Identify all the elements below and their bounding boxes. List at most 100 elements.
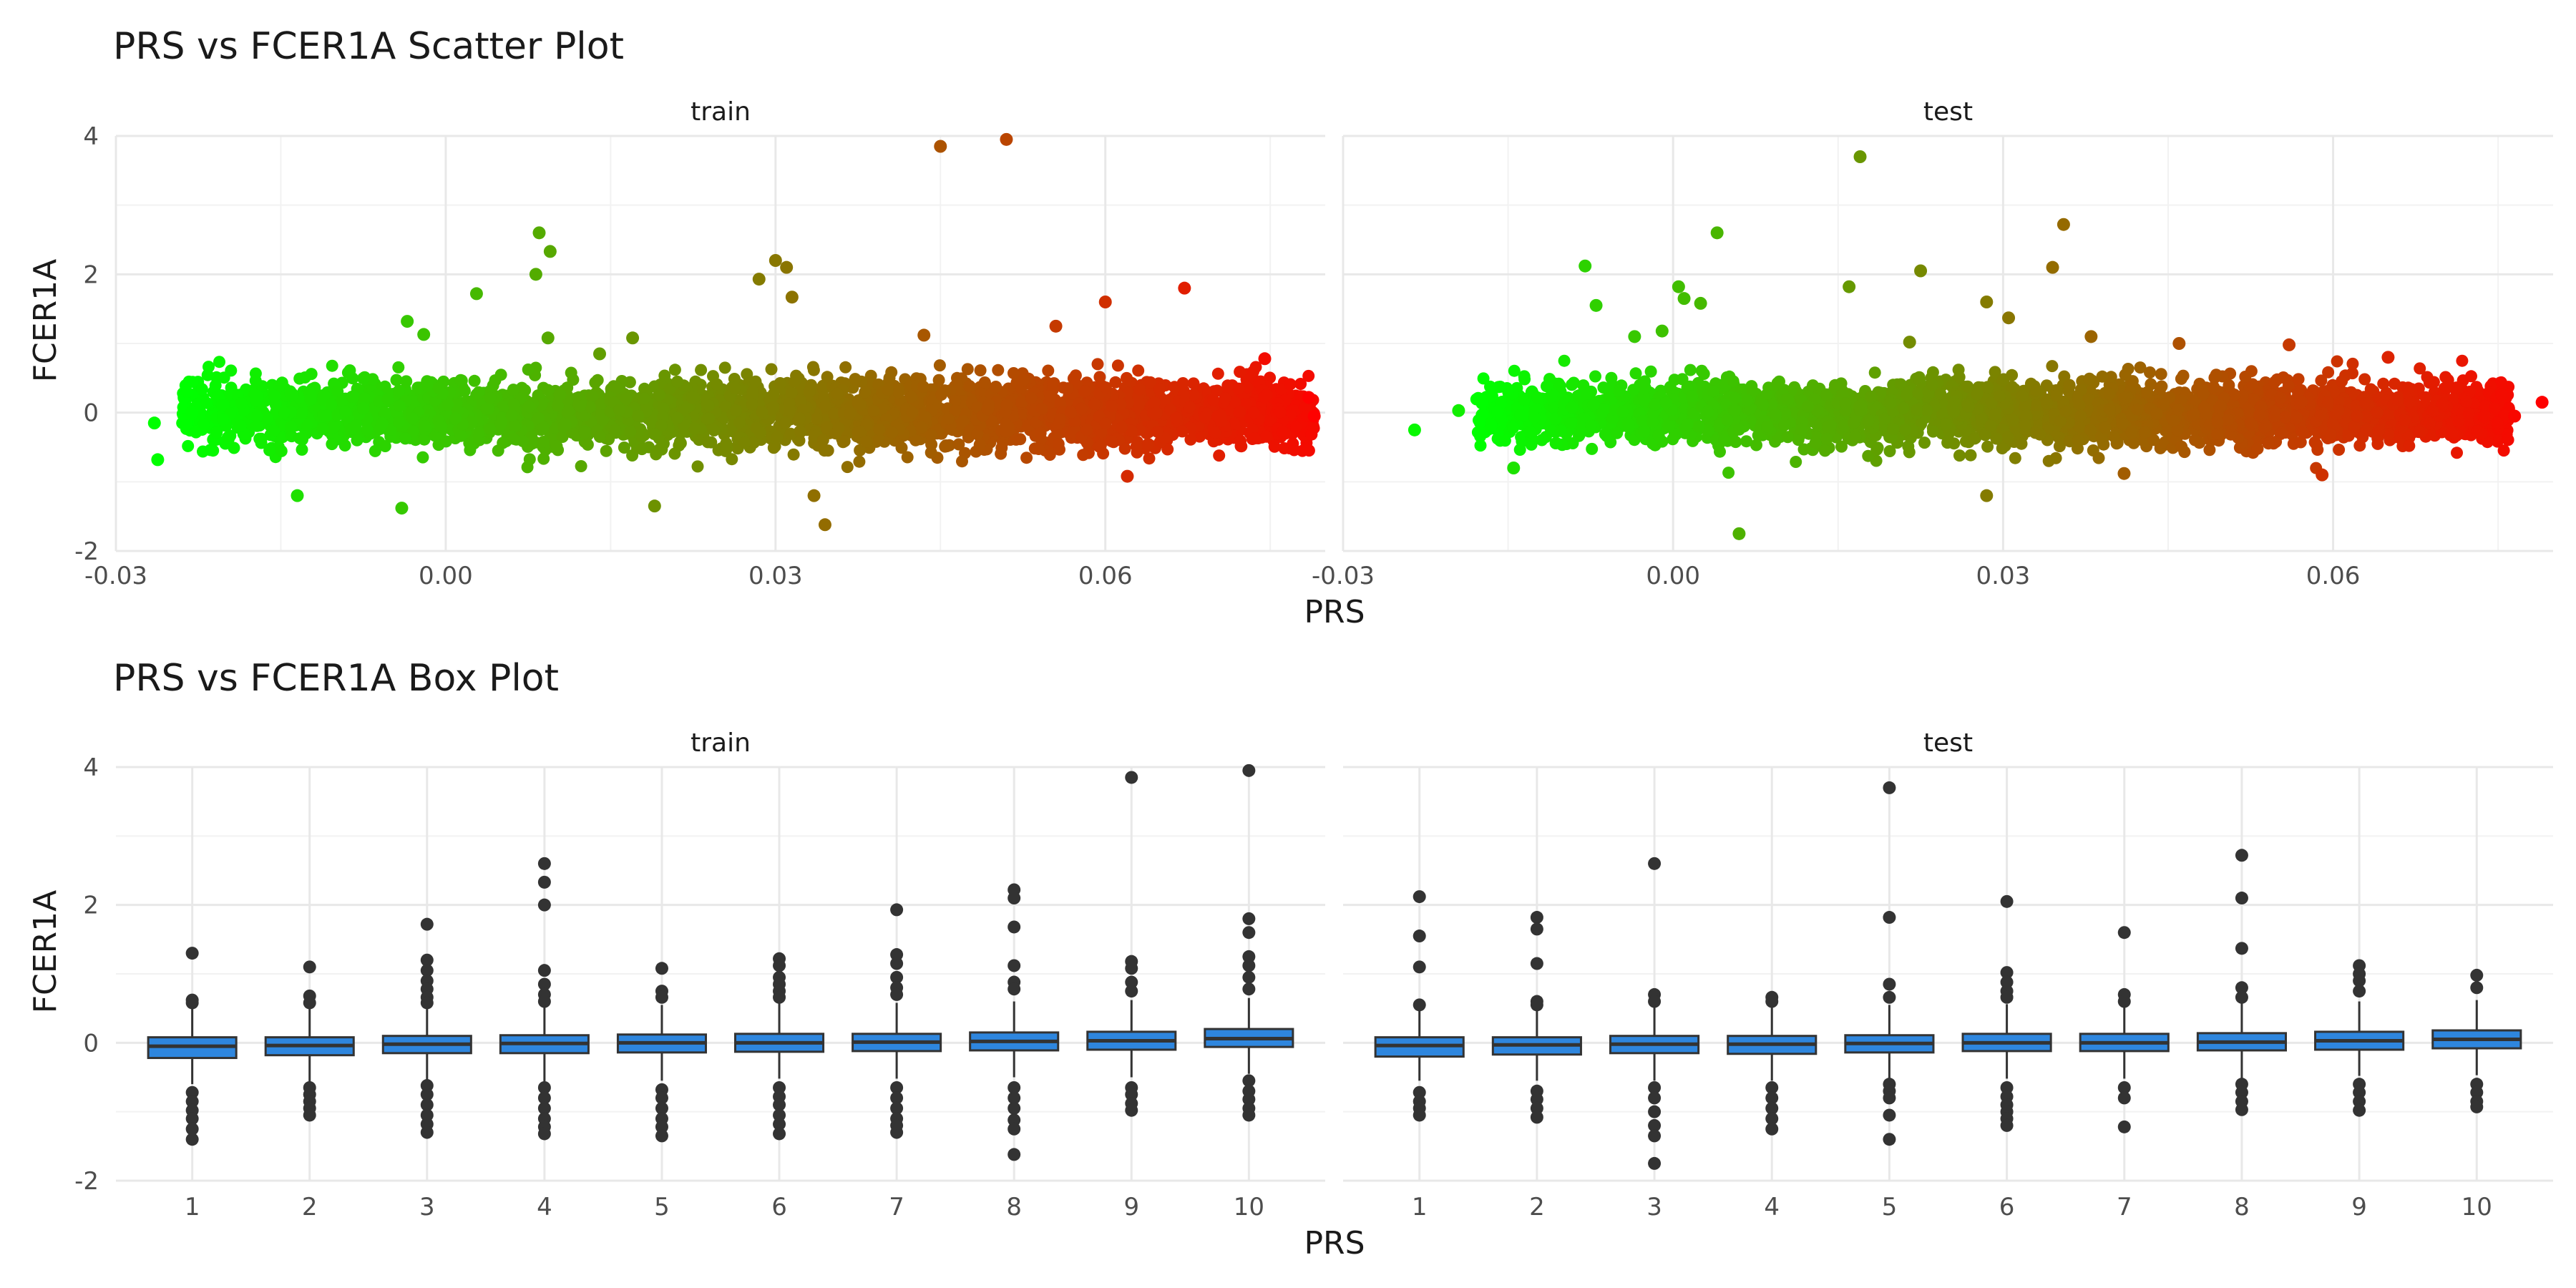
scatter-point — [611, 381, 624, 394]
scatter-point — [304, 393, 317, 406]
scatter-point — [995, 441, 1008, 454]
scatter-point — [956, 455, 968, 468]
scatter-point — [793, 412, 806, 425]
scatter-point — [263, 444, 276, 457]
scatter-point — [1170, 411, 1183, 424]
scatter-point — [406, 412, 419, 425]
scatter-point — [650, 448, 663, 461]
scatter-point — [915, 421, 928, 434]
scatter-point — [593, 430, 606, 443]
x-tick-label: -0.03 — [84, 562, 147, 590]
scatter-point — [393, 384, 405, 397]
strip-label-test: test — [1923, 97, 1973, 127]
scatter-point — [635, 443, 648, 456]
scatter-title: PRS vs FCER1A Scatter Plot — [113, 25, 624, 68]
scatter-point — [892, 386, 905, 399]
y-tick-label: 0 — [83, 399, 99, 428]
scatter-point — [1268, 440, 1281, 453]
scatter-point — [688, 422, 701, 435]
scatter-point — [522, 364, 535, 376]
scatter-point — [1260, 389, 1273, 401]
scatter-point — [1953, 449, 1966, 462]
scatter-point — [1093, 371, 1106, 384]
scatter-point — [1080, 424, 1093, 436]
scatter-point — [961, 363, 974, 376]
scatter-point — [917, 328, 931, 342]
scatter-point — [1176, 377, 1189, 389]
scatter-point — [671, 375, 684, 388]
scatter-point — [213, 356, 225, 369]
scatter-point — [1099, 381, 1112, 394]
scatter-point — [1054, 413, 1067, 425]
scatter-point — [293, 432, 306, 444]
scatter-point — [260, 412, 273, 425]
scatter-point — [366, 373, 379, 386]
scatter-point — [767, 401, 780, 414]
scatter-point — [733, 416, 746, 429]
scatter-point — [1044, 390, 1057, 403]
scatter-point — [805, 379, 818, 391]
scatter-point — [1132, 364, 1145, 377]
scatter-point — [1302, 369, 1315, 382]
scatter-point — [794, 426, 807, 439]
scatter-point — [1002, 421, 1015, 434]
scatter-point — [671, 411, 684, 424]
scatter-point — [1014, 433, 1027, 446]
scatter-point — [1020, 452, 1033, 464]
scatter-x-axis-title: PRS — [1304, 594, 1365, 630]
scatter-point — [1276, 426, 1289, 439]
scatter-point — [1008, 367, 1020, 379]
scatter-point — [550, 440, 563, 453]
scatter-point — [1221, 379, 1234, 392]
scatter-point — [321, 409, 333, 422]
scatter-point — [807, 489, 821, 502]
scatter-point — [1034, 426, 1047, 439]
scatter-point — [235, 396, 248, 409]
scatter-point — [924, 447, 937, 459]
scatter-point — [952, 438, 965, 451]
scatter-point — [1052, 437, 1065, 450]
scatter-point — [1586, 442, 1599, 455]
scatter-point — [432, 381, 445, 394]
scatter-point — [464, 444, 477, 457]
scatter-point — [1121, 371, 1133, 384]
scatter-point — [182, 439, 195, 452]
scatter-point — [2042, 454, 2055, 467]
scatter-point — [399, 432, 411, 445]
scatter-point — [468, 374, 481, 387]
scatter-point — [746, 398, 758, 411]
scatter-point — [613, 404, 626, 416]
scatter-point — [818, 518, 831, 532]
scatter-point — [575, 460, 587, 472]
scatter-point — [1274, 406, 1287, 419]
scatter-point — [658, 369, 671, 382]
scatter-point — [632, 409, 645, 422]
scatter-point — [234, 419, 247, 432]
scatter-point — [565, 366, 577, 379]
scatter-point — [1290, 421, 1302, 434]
scatter-point — [1106, 435, 1118, 448]
scatter-point — [859, 386, 872, 399]
scatter-point — [844, 407, 857, 420]
scatter-point — [1000, 399, 1013, 411]
scatter-point — [618, 441, 630, 454]
scatter-point — [963, 380, 976, 393]
scatter-point — [1644, 365, 1657, 378]
y-tick-label: -2 — [74, 537, 99, 566]
scatter-point — [222, 431, 234, 444]
scatter-point — [765, 363, 778, 376]
scatter-point — [841, 461, 854, 474]
scatter-point — [1219, 392, 1231, 404]
scatter-point — [2333, 444, 2346, 456]
scatter-point — [990, 381, 1002, 393]
scatter-point — [752, 273, 766, 286]
scatter-point — [1064, 406, 1077, 419]
scatter-point — [886, 426, 899, 439]
scatter-point — [1247, 406, 1260, 419]
scatter-point — [1302, 391, 1315, 404]
scatter-point — [494, 369, 507, 381]
x-tick-label: 0.03 — [748, 562, 803, 590]
scatter-point — [393, 416, 405, 429]
scatter-point — [483, 422, 496, 435]
scatter-point — [286, 388, 299, 401]
